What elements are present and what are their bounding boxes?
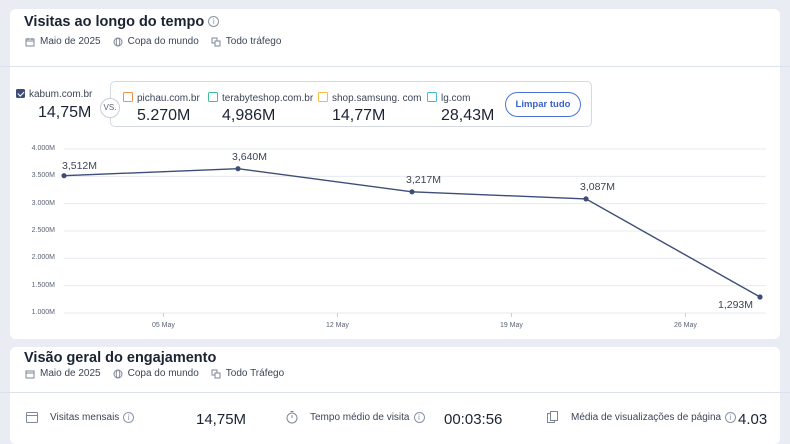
data-point[interactable] (583, 196, 589, 202)
clear-all-button[interactable]: Limpar tudo (505, 92, 581, 117)
competitor-value: 4,986M (222, 107, 276, 124)
own-site-domain: kabum.com.br (29, 89, 93, 100)
divider (0, 392, 790, 393)
globe-icon (113, 369, 123, 378)
data-label: 3,512M (62, 159, 98, 172)
data-label: 3,217M (406, 173, 442, 186)
data-point[interactable] (757, 294, 763, 300)
metric-pageviews: Média de visualizações de página i (546, 410, 737, 424)
data-label: 1,293M (718, 298, 754, 311)
calendar-icon (25, 370, 35, 378)
competitor-box: pichau.com.br 5.270M terabyteshop.com.br… (110, 81, 592, 127)
competitor-domain: pichau.com.br (137, 93, 200, 104)
competitor-2[interactable]: shop.samsung. com 14,77M (318, 88, 422, 125)
metric-avg-visit-time: Tempo médio de visita i (285, 410, 425, 424)
competitor-0[interactable]: pichau.com.br 5.270M (123, 88, 200, 125)
pages-icon (547, 411, 558, 423)
y-tick-label: 3.000M (31, 199, 55, 207)
info-icon[interactable]: i (413, 411, 425, 423)
calendar-icon (26, 412, 38, 423)
series-line (63, 167, 761, 298)
visits-meta: Maio de 2025 Copa do mundo Todo tráfego (25, 36, 281, 47)
own-site-checkbox[interactable] (16, 89, 25, 98)
traffic-filter[interactable]: Todo Tráfego (225, 368, 285, 379)
y-tick-label: 1.500M (31, 281, 55, 289)
engagement-card (10, 347, 780, 444)
metric-value: 4.03 (738, 411, 768, 428)
traffic-icon (211, 37, 221, 46)
competitor-domain: lg.com (441, 93, 471, 104)
y-tick-label: 2.500M (31, 227, 55, 234)
divider (0, 66, 790, 67)
competitor-checkbox[interactable] (208, 92, 218, 102)
y-tick-label: 2.000M (31, 254, 55, 262)
metric-value: 14,75M (196, 411, 247, 428)
visits-over-time-card (10, 9, 780, 339)
x-tick-label: 12 May (325, 322, 349, 329)
competitor-1[interactable]: terabyteshop.com.br 4,986M (208, 88, 313, 125)
data-point[interactable] (409, 189, 415, 195)
metric-label: Média de visualizações de página (571, 411, 722, 423)
traffic-filter[interactable]: Todo tráfego (225, 36, 282, 47)
traffic-icon (211, 369, 221, 378)
calendar-icon (25, 37, 35, 46)
info-icon[interactable]: i (208, 16, 220, 27)
competitor-checkbox[interactable] (318, 92, 328, 102)
own-site-value: 14,75M (38, 104, 92, 121)
data-point[interactable] (61, 173, 67, 179)
engagement-title: Visão geral do engajamento (24, 350, 217, 366)
competitor-domain: shop.samsung. com (332, 93, 422, 104)
date-filter[interactable]: Maio de 2025 (40, 368, 101, 379)
data-label: 3,087M (580, 180, 616, 193)
competitor-value: 14,77M (332, 107, 386, 124)
info-icon[interactable]: i (725, 411, 737, 423)
competitor-domain: terabyteshop.com.br (222, 93, 314, 104)
competitor-value: 28,43M (441, 107, 495, 124)
competitor-value: 5.270M (137, 107, 191, 124)
metric-label: Visitas mensais (50, 411, 120, 423)
info-icon[interactable]: i (123, 411, 135, 423)
date-filter[interactable]: Maio de 2025 (40, 36, 101, 47)
metric-monthly-visits: Visitas mensais i (25, 410, 135, 424)
y-tick-label: 1.000M (31, 309, 55, 316)
y-tick-label: 3.500M (31, 172, 55, 180)
stopwatch-icon (286, 411, 298, 424)
data-label: 3,640M (232, 150, 268, 163)
engagement-meta: Maio de 2025 Copa do mundo Todo Tráfego (25, 368, 284, 379)
competitor-checkbox[interactable] (427, 92, 437, 102)
globe-icon (113, 37, 123, 46)
metric-label: Tempo médio de visita (310, 411, 410, 423)
x-tick-label: 19 May (499, 322, 523, 329)
x-tick-label: 26 May (673, 322, 697, 329)
competitor-checkbox[interactable] (123, 92, 133, 102)
own-site[interactable]: kabum.com.br 14,75M (16, 84, 92, 122)
y-tick-label: 4.000M (31, 145, 55, 152)
metric-value: 00:03:56 (444, 411, 503, 428)
region-filter[interactable]: Copa do mundo (127, 36, 199, 47)
data-point[interactable] (235, 166, 241, 172)
x-tick-label: 05 May (151, 322, 175, 329)
vs-badge: VS. (100, 98, 120, 118)
region-filter[interactable]: Copa do mundo (127, 368, 199, 379)
visits-title: Visitas ao longo do tempo (24, 14, 205, 30)
visits-title-row: Visitas ao longo do tempo i (24, 14, 220, 30)
competitor-3[interactable]: lg.com 28,43M (427, 88, 494, 125)
